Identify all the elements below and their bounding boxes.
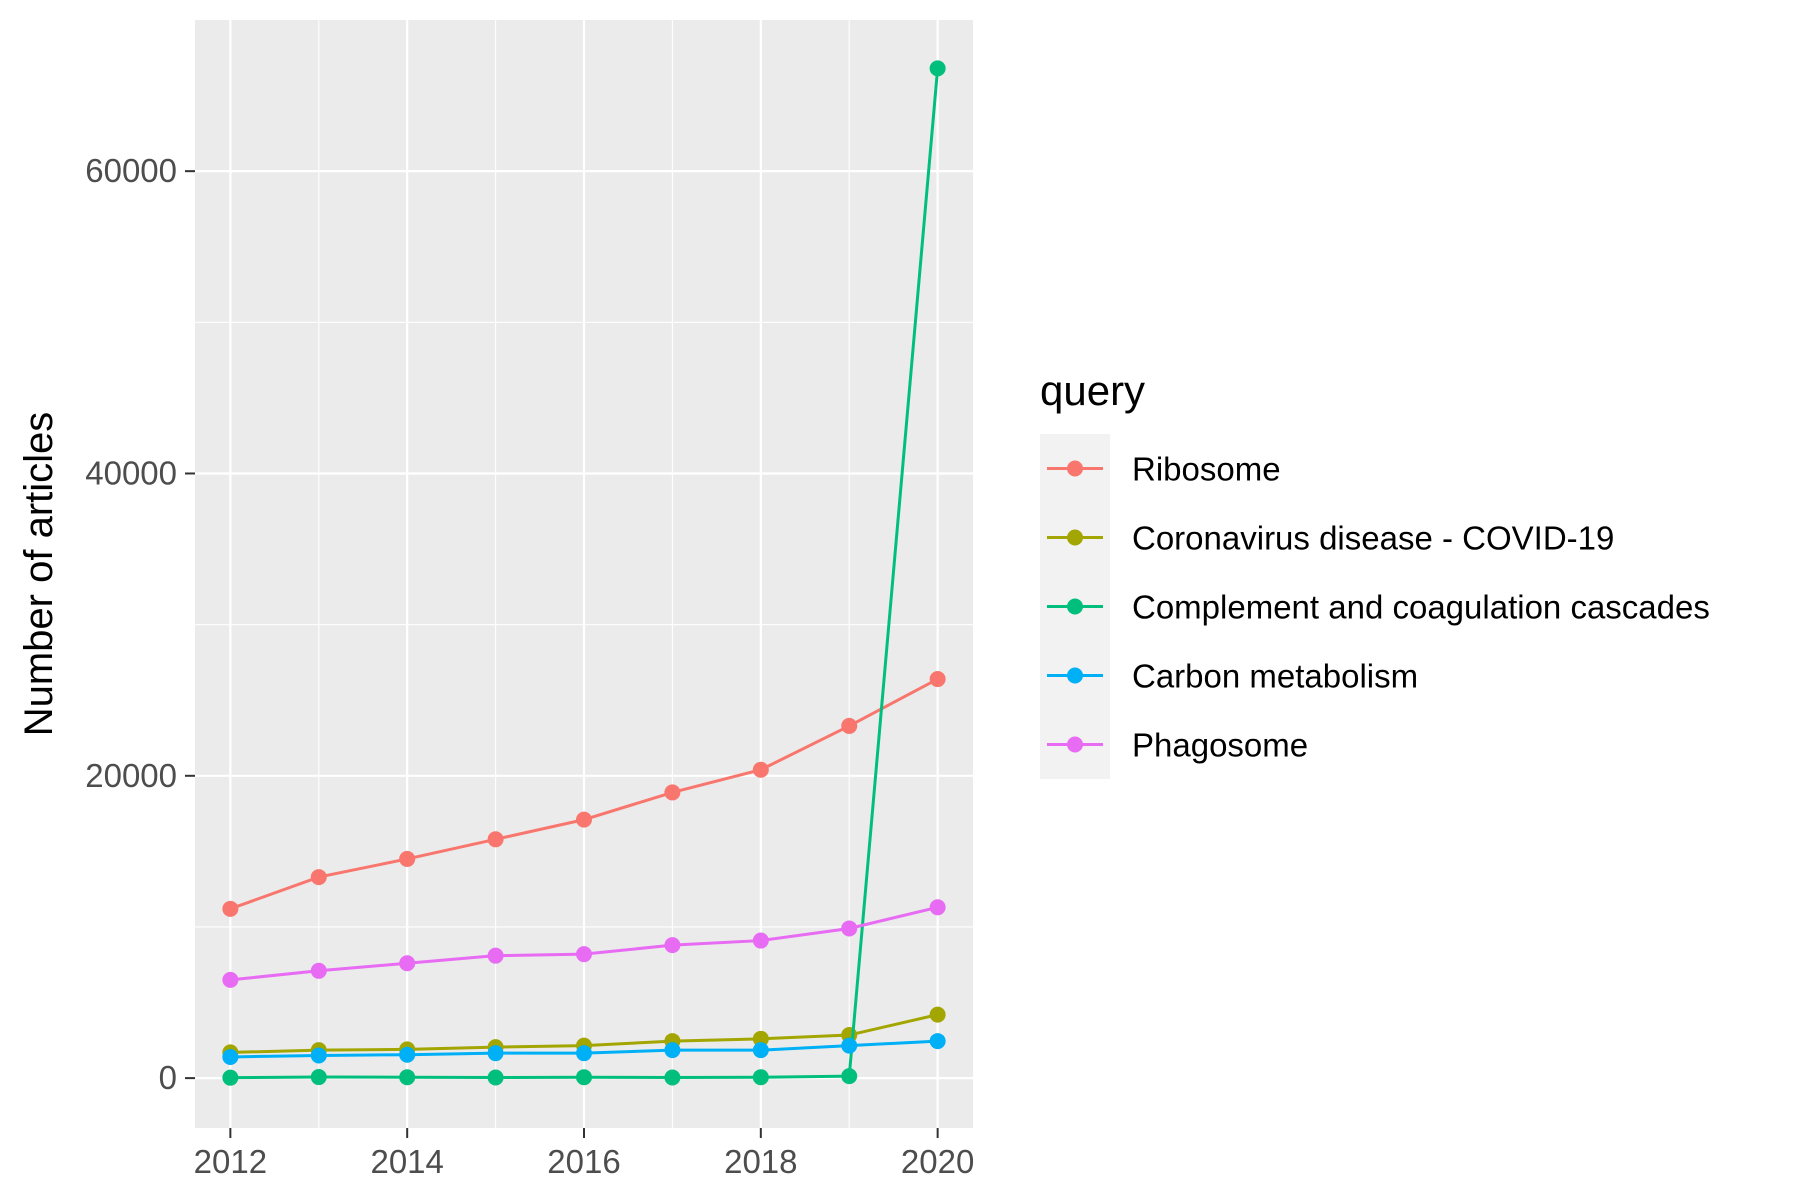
series-layer: [222, 60, 946, 1086]
data-point: [576, 946, 592, 963]
legend-label: Phagosome: [1132, 727, 1308, 764]
series-complement-and-coagulation-cascades: [222, 60, 946, 1086]
legend-title: query: [1040, 367, 1145, 414]
data-point: [841, 717, 858, 734]
data-point: [576, 1069, 592, 1086]
data-point: [487, 831, 504, 848]
data-point: [222, 971, 239, 988]
x-tick-label: 2014: [370, 1143, 443, 1180]
axes-layer: 2012 2014 2016 2018 2020 0 20000 40000 60000: [85, 152, 974, 1180]
legend-label: Ribosome: [1132, 451, 1281, 488]
data-point: [664, 1069, 681, 1086]
y-tick-label: 20000: [85, 757, 177, 794]
data-point: [487, 947, 504, 964]
data-point: [752, 1042, 769, 1059]
series-phagosome: [222, 899, 946, 988]
legend-label: Coronavirus disease - COVID-19: [1132, 520, 1614, 557]
data-point: [576, 1045, 592, 1062]
y-tick-label: 60000: [85, 152, 177, 189]
data-point: [929, 60, 946, 77]
data-point: [399, 1046, 416, 1063]
data-point: [310, 1069, 327, 1086]
legend-key-point: [1067, 736, 1083, 753]
legend-item: Coronavirus disease - COVID-19: [1047, 520, 1614, 557]
data-point: [310, 869, 327, 886]
data-point: [487, 1069, 504, 1086]
data-point: [664, 1042, 681, 1059]
x-tick-label: 2020: [901, 1143, 974, 1180]
data-point: [399, 955, 416, 972]
data-point: [752, 761, 769, 778]
y-tick-label: 0: [159, 1059, 177, 1096]
series-ribosome: [222, 671, 946, 917]
data-point: [929, 899, 946, 916]
legend-label: Complement and coagulation cascades: [1132, 589, 1710, 626]
data-point: [487, 1045, 504, 1062]
data-point: [222, 900, 239, 917]
legend-key-point: [1067, 529, 1083, 546]
y-axis-title: Number of articles: [17, 412, 61, 737]
data-point: [399, 1069, 416, 1086]
data-point: [841, 1037, 858, 1054]
series-carbon-metabolism: [222, 1033, 946, 1065]
data-point: [222, 1048, 239, 1065]
legend-key-point: [1067, 667, 1083, 684]
legend-key-point: [1067, 598, 1083, 615]
data-point: [664, 937, 681, 954]
data-point: [929, 1006, 946, 1023]
legend-item: Complement and coagulation cascades: [1047, 589, 1710, 626]
data-point: [310, 1047, 327, 1064]
legend-item: Carbon metabolism: [1047, 658, 1418, 695]
x-tick-label: 2016: [547, 1143, 620, 1180]
legend-label: Carbon metabolism: [1132, 658, 1418, 695]
data-point: [841, 1068, 858, 1085]
data-point: [664, 784, 681, 801]
data-point: [576, 811, 592, 828]
legend: query Ribosome Coronavirus disease - COVI…: [1040, 367, 1710, 779]
data-point: [752, 1030, 769, 1047]
data-point: [929, 671, 946, 688]
data-point: [752, 932, 769, 949]
data-point: [310, 962, 327, 979]
legend-key-point: [1067, 460, 1083, 477]
legend-item: Ribosome: [1047, 451, 1281, 488]
y-tick-label: 40000: [85, 454, 177, 491]
x-tick-label: 2018: [724, 1143, 797, 1180]
data-point: [841, 920, 858, 937]
legend-item: Phagosome: [1047, 727, 1308, 764]
data-point: [752, 1069, 769, 1086]
x-tick-label: 2012: [194, 1143, 267, 1180]
data-point: [222, 1069, 239, 1086]
data-point: [929, 1033, 946, 1050]
data-point: [399, 850, 416, 867]
